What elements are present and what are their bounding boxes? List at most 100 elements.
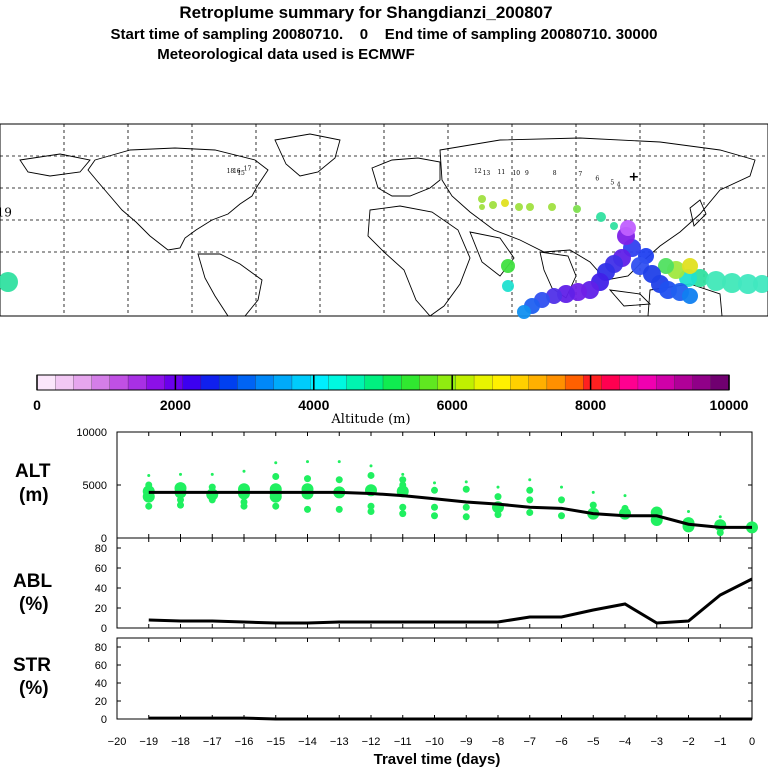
- altitude-scatter-point: [431, 503, 438, 511]
- altitude-scatter-point: [560, 485, 563, 489]
- colorbar-cell: [36, 374, 56, 391]
- y-tick-label: 0: [101, 623, 107, 635]
- plume-blob: [722, 273, 742, 293]
- map-coastline: [19, 153, 91, 177]
- colorbar-cell: [382, 374, 402, 391]
- altitude-scatter-point: [716, 529, 724, 537]
- colorbar-cell: [437, 374, 457, 391]
- alt-label: ALT: [15, 461, 51, 482]
- map-day-label: 4: [617, 182, 621, 189]
- x-tick-label: −3: [650, 736, 663, 748]
- colorbar-cell: [127, 374, 147, 391]
- altitude-scatter-point: [274, 461, 278, 465]
- colorbar-tick-label: 8000: [575, 397, 606, 413]
- plume-blob: [502, 280, 514, 292]
- colorbar-cell: [528, 374, 548, 391]
- colorbar-cell: [291, 374, 311, 391]
- altitude-scatter-point: [528, 478, 532, 482]
- altitude-scatter-point: [558, 496, 565, 504]
- colorbar-cell: [674, 374, 694, 391]
- y-tick-label: 5000: [83, 480, 107, 492]
- altitude-scatter-point: [304, 505, 311, 513]
- plume-blob: [0, 272, 18, 292]
- sampling-subtitle: Start time of sampling 20080710. 0 End t…: [110, 26, 658, 43]
- map-day-label: 19: [0, 206, 12, 220]
- x-tick-label: −5: [587, 736, 600, 748]
- colorbar-cell: [455, 374, 475, 391]
- plume-blob: [658, 258, 674, 274]
- altitude-scatter-point: [272, 502, 280, 510]
- x-tick-label: −2: [682, 736, 695, 748]
- altitude-scatter-point: [433, 481, 436, 485]
- altitude-scatter-point: [399, 476, 407, 484]
- panel-frame: [116, 637, 753, 720]
- x-tick-label: −4: [619, 736, 632, 748]
- altitude-scatter-point: [494, 511, 502, 519]
- colorbar-cell: [401, 374, 421, 391]
- colorbar-cell: [492, 374, 512, 391]
- colorbar-label: Altitude (m): [330, 412, 410, 427]
- colorbar-tick-label: 4000: [298, 397, 329, 413]
- altitude-scatter-point: [337, 460, 341, 464]
- colorbar-cell: [637, 374, 657, 391]
- plume-trajectory: [0, 195, 768, 319]
- colorbar-cell: [182, 374, 202, 391]
- colorbar-cell: [73, 374, 93, 391]
- alt-unit-label: (m): [19, 485, 49, 506]
- y-tick-label: 80: [95, 642, 107, 654]
- y-tick-label: 40: [95, 678, 107, 690]
- colorbar-cell: [601, 374, 621, 391]
- altitude-scatter-point: [367, 471, 375, 479]
- map-coastline: [608, 289, 652, 307]
- plume-blob: [489, 201, 497, 209]
- colorbar-cell: [364, 374, 384, 391]
- map-gridlines: [0, 124, 768, 316]
- x-axis: −20 −19 −18 −17 −16 −15 −14 −13 −12 −11 −10 −9 −8 −7−…: [108, 736, 755, 748]
- altitude-scatter-point: [304, 475, 311, 483]
- map-coastline: [689, 199, 707, 227]
- altitude-scatter-point: [335, 505, 343, 513]
- map-day-label: 11: [498, 169, 506, 176]
- altitude-scatter-point: [464, 480, 468, 484]
- plume-blob: [478, 195, 486, 203]
- plume-blob: [738, 274, 758, 294]
- altitude-scatter-point: [306, 460, 309, 464]
- x-tick-label: −18: [171, 736, 190, 748]
- altitude-scatter-point: [147, 473, 151, 477]
- map-day-label: 7: [578, 171, 582, 178]
- altitude-scatter-point: [399, 503, 407, 511]
- altitude-scatter-point: [177, 501, 184, 509]
- altitude-scatter-point: [431, 512, 438, 520]
- map-day-label: 12: [474, 168, 482, 175]
- colorbar-cell: [91, 374, 111, 391]
- plume-blob: [682, 258, 698, 274]
- map-day-label: 15: [237, 170, 245, 177]
- y-tick-label: 80: [95, 543, 107, 555]
- altitude-scatter-point: [526, 486, 534, 494]
- receptor-marker: [629, 172, 638, 181]
- plume-blob: [501, 259, 515, 273]
- x-tick-label: −7: [523, 736, 536, 748]
- altitude-scatter-point: [718, 515, 722, 519]
- plume-blob: [596, 212, 606, 222]
- map-day-label: 8: [553, 170, 557, 177]
- altitude-scatter-point: [335, 476, 343, 484]
- x-tick-label: −15: [266, 736, 285, 748]
- colorbar-cell: [55, 374, 75, 391]
- colorbar-cell: [546, 374, 566, 391]
- plume-blob: [515, 203, 523, 211]
- abl-label: ABL: [13, 571, 52, 592]
- str-unit-label: (%): [19, 678, 49, 699]
- altitude-colorbar: 0 2000 4000 6000 8000 10000 Altitude (m): [33, 374, 749, 427]
- map-coastline: [371, 157, 441, 197]
- altitude-scatter-point: [558, 512, 565, 520]
- altitude-scatter-point: [687, 510, 690, 513]
- colorbar-cell: [583, 374, 603, 391]
- map-day-label: 18: [227, 168, 235, 175]
- altitude-scatter-point: [496, 485, 500, 489]
- x-axis-label: Travel time (days): [374, 751, 501, 768]
- colorbar-cell: [473, 374, 493, 391]
- colorbar-cell: [619, 374, 639, 391]
- colorbar-cell: [200, 374, 220, 391]
- y-tick-label: 40: [95, 583, 107, 595]
